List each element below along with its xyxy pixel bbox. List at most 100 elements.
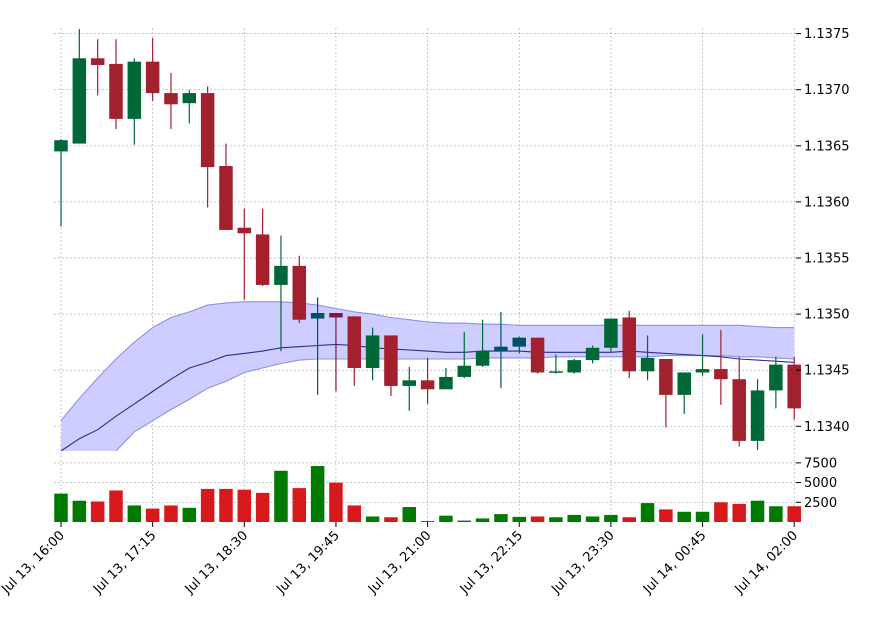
volume-bar xyxy=(640,503,655,522)
volume-bar xyxy=(90,501,105,522)
candle-body xyxy=(255,234,270,285)
candle-body xyxy=(585,347,600,361)
price-tick-label: 1.1345 xyxy=(804,364,850,379)
time-tick-label: Jul 13, 17:15 xyxy=(90,528,159,597)
volume-bar xyxy=(347,505,362,522)
volume-bar xyxy=(512,516,526,522)
time-tick-label: Jul 13, 16:00 xyxy=(0,528,68,597)
candle-body xyxy=(329,312,343,318)
time-tick-label: Jul 13, 22:15 xyxy=(457,528,526,597)
candle-body xyxy=(420,380,435,390)
time-tick-label: Jul 13, 21:00 xyxy=(365,528,434,597)
candle-body xyxy=(384,335,398,386)
volume-bar xyxy=(255,492,270,522)
candle-body xyxy=(402,380,417,386)
volume-bar xyxy=(365,516,380,522)
candle-body xyxy=(237,227,252,234)
candle-body xyxy=(200,93,215,168)
candle-body xyxy=(640,357,655,372)
candle-body xyxy=(714,369,728,380)
volume-bar xyxy=(604,514,618,522)
volume-bar xyxy=(750,500,765,522)
volume-bar xyxy=(54,493,68,522)
volume-bar xyxy=(714,502,728,522)
candle-body xyxy=(567,360,581,373)
volume-bar xyxy=(567,514,581,522)
volume-bar xyxy=(109,490,123,522)
candle-body xyxy=(365,335,380,368)
volume-bar xyxy=(420,521,435,522)
candle-body xyxy=(182,93,197,104)
band-upper-line xyxy=(60,301,795,422)
time-tick-label: Jul 13, 23:30 xyxy=(548,528,617,597)
candle-body xyxy=(439,376,453,390)
candle-body xyxy=(659,358,673,395)
volume-bar xyxy=(494,514,508,522)
price-tick-label: 1.1350 xyxy=(804,308,850,323)
candle-body xyxy=(769,364,783,391)
candle-body xyxy=(457,365,472,377)
candle-body xyxy=(127,61,142,119)
volume-bar xyxy=(329,482,343,522)
band-middle-line xyxy=(60,343,795,451)
price-tick-label: 1.1360 xyxy=(804,195,850,210)
volume-bar xyxy=(677,511,691,522)
volume-bar xyxy=(659,509,673,522)
volume-bar xyxy=(530,516,545,522)
candle-body xyxy=(549,371,563,373)
time-tick-label: Jul 13, 18:30 xyxy=(182,528,251,597)
volume-bar xyxy=(237,489,252,522)
volume-bar xyxy=(292,488,307,522)
volume-bar xyxy=(200,488,215,522)
candle-body xyxy=(90,58,105,66)
candle-body xyxy=(732,379,746,441)
volume-bar xyxy=(585,516,600,522)
candle-body xyxy=(72,58,87,144)
candle-body xyxy=(164,93,178,105)
candle-body xyxy=(475,351,490,366)
volume-tick-label: 2500 xyxy=(804,496,837,511)
volume-bar xyxy=(402,507,417,522)
volume-bar xyxy=(787,506,801,522)
price-tick-label: 1.1355 xyxy=(804,252,850,267)
volume-bar xyxy=(457,520,472,522)
volume-bar xyxy=(182,507,197,522)
candle-body xyxy=(274,265,288,285)
time-tick-label: Jul 14, 02:00 xyxy=(732,528,801,597)
candle-body xyxy=(622,317,636,372)
candle-body xyxy=(695,369,710,373)
candle-body xyxy=(145,61,160,94)
candle-body xyxy=(530,337,545,373)
volume-bar xyxy=(145,508,160,522)
volume-bar xyxy=(164,505,178,522)
volume-bar xyxy=(439,515,453,522)
price-tick-label: 1.1370 xyxy=(804,83,850,98)
candle-body xyxy=(512,337,526,347)
candle-body xyxy=(347,316,362,368)
price-tick-label: 1.1375 xyxy=(804,27,850,42)
volume-bar xyxy=(695,511,710,522)
volume-bar xyxy=(622,517,636,522)
volume-bar xyxy=(732,503,746,522)
volume-tick-label: 5000 xyxy=(804,476,837,491)
time-tick-label: Jul 13, 19:45 xyxy=(273,528,342,597)
candle-body xyxy=(677,372,691,395)
time-tick-label: Jul 14, 00:45 xyxy=(640,528,709,597)
candle-body xyxy=(54,140,68,152)
volume-bar xyxy=(219,488,233,522)
volume-bar xyxy=(549,517,563,522)
candle-body xyxy=(109,63,123,119)
candle-body xyxy=(310,312,325,319)
candle-body xyxy=(219,166,233,230)
candle-body xyxy=(494,346,508,352)
price-tick-label: 1.1365 xyxy=(804,139,850,154)
volume-bar xyxy=(127,505,142,522)
volume-bar xyxy=(475,518,490,522)
volume-bar xyxy=(769,506,783,522)
volume-tick-label: 7500 xyxy=(804,456,837,471)
candle-body xyxy=(292,265,307,320)
price-tick-label: 1.1340 xyxy=(804,420,850,435)
candle-body xyxy=(604,318,618,348)
